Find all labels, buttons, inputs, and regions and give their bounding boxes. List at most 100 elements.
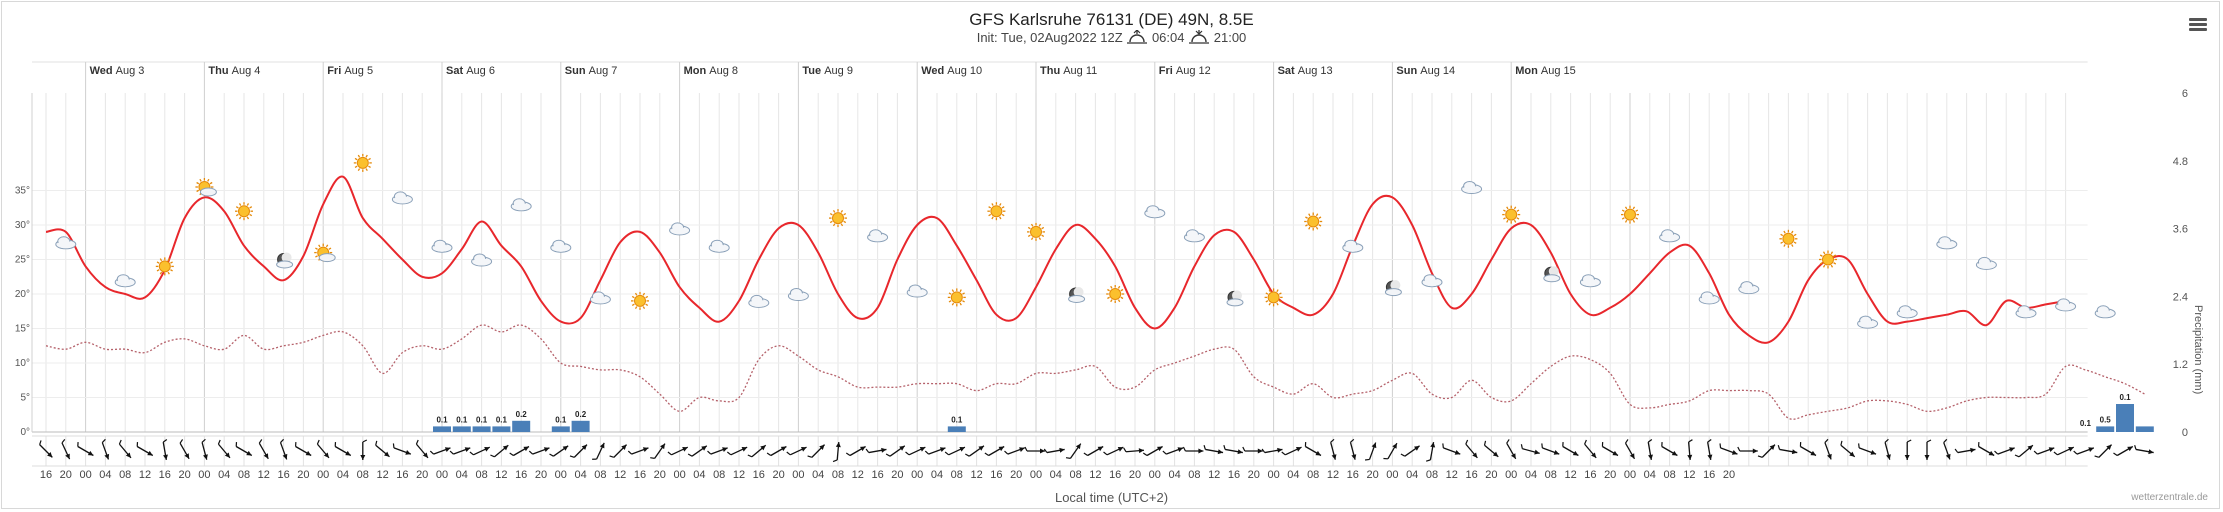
wind-arrow-icon <box>375 440 390 458</box>
day-label: Fri Aug 12 <box>1159 65 1211 77</box>
wind-head <box>1277 447 1283 453</box>
wind-arrow-icon <box>1687 439 1693 461</box>
x-tick-label: 00 <box>792 469 804 481</box>
sun-ray <box>1516 217 1520 220</box>
wind-head <box>2009 447 2015 452</box>
chart-menu-button[interactable] <box>2189 18 2207 32</box>
sun-ray <box>1041 226 1045 230</box>
wind-feather <box>375 440 378 446</box>
sun-ray <box>1830 264 1834 268</box>
day-date: Aug 11 <box>1063 65 1097 77</box>
day-label: Wed Aug 10 <box>921 65 982 77</box>
cloud-shape <box>433 244 451 252</box>
day-name: Thu <box>1040 65 1063 77</box>
sun-ray <box>832 223 836 227</box>
cloud-shape <box>56 241 75 249</box>
cloud-shape <box>1858 320 1877 328</box>
wind-head <box>1534 449 1540 455</box>
wind-arrow-icon <box>1884 438 1891 460</box>
cloud-icon <box>391 191 413 205</box>
sun-ray <box>328 247 332 250</box>
day-date: Aug 15 <box>1541 65 1576 77</box>
wind-head <box>978 445 984 451</box>
x-tick-label: 20 <box>654 469 666 481</box>
wind-feather <box>1624 439 1629 444</box>
moon-shade <box>1548 266 1559 277</box>
x-tick-label: 00 <box>911 469 923 481</box>
sun-icon <box>1621 205 1639 224</box>
sun-ray <box>1318 216 1322 219</box>
wind-head <box>523 446 529 452</box>
day-label: Sat Aug 6 <box>446 65 495 77</box>
wind-arrow-icon <box>1624 439 1636 460</box>
wind-feather <box>1661 441 1663 447</box>
sun-ray <box>167 258 170 262</box>
x-tick-label: 16 <box>1228 469 1240 481</box>
wind-head <box>184 453 190 459</box>
sun-ray <box>1107 288 1110 292</box>
cloud-icon <box>1738 281 1760 295</box>
wind-arrow-icon <box>1954 447 1976 454</box>
cloud-icon <box>1698 291 1720 305</box>
wind-feather <box>1223 444 1226 450</box>
day-date: Aug 14 <box>1420 65 1455 77</box>
cloud-icon <box>906 284 928 298</box>
precip-bar <box>2135 426 2154 432</box>
sun-ray <box>1833 254 1837 257</box>
wind-arrow-icon <box>136 441 154 457</box>
x-tick-label: 16 <box>1347 469 1359 481</box>
wind-head <box>484 447 490 452</box>
sun-ray <box>843 213 847 216</box>
wind-head <box>246 450 252 456</box>
wind-head <box>502 445 509 451</box>
sun-ray <box>354 165 358 168</box>
wind-feather <box>1541 443 1543 448</box>
precip-bar <box>551 426 570 432</box>
cloud-icon <box>2055 298 2077 312</box>
wind-feather <box>650 457 655 459</box>
wind-head <box>282 453 288 460</box>
wind-feather <box>1203 444 1206 450</box>
wind-head <box>323 452 329 458</box>
sun-ray <box>246 216 250 220</box>
wind-head <box>87 450 94 456</box>
cloud-icon <box>1144 205 1166 219</box>
sun-ray <box>1783 230 1786 234</box>
sun-icon <box>353 153 372 172</box>
wind-arrow-icon <box>1465 439 1478 459</box>
wind-head <box>1040 448 1045 454</box>
sun-ray <box>1793 233 1797 237</box>
day-name: Mon <box>1515 65 1541 77</box>
sun-disc <box>356 156 369 169</box>
wind-head <box>1059 447 1065 453</box>
sun-ray <box>1117 299 1121 303</box>
sun-ray <box>1308 213 1311 217</box>
day-label: Fri Aug 5 <box>327 65 373 77</box>
sun-ray <box>1635 209 1639 212</box>
cloud-shape <box>1145 210 1164 218</box>
precip-label: 0.1 <box>456 415 468 424</box>
wind-arrow-icon <box>1242 446 1263 454</box>
sun-ray <box>1120 288 1124 292</box>
wind-head <box>1257 448 1263 454</box>
wind-head <box>660 443 665 450</box>
wind-arrow-icon <box>162 438 168 460</box>
sun-disc <box>832 212 844 225</box>
wind-head <box>2148 449 2154 455</box>
x-tick-label: 04 <box>693 469 705 481</box>
cloud-icon <box>2015 305 2037 319</box>
day-label: Wed Aug 3 <box>90 65 145 77</box>
wind-feather <box>1799 441 1802 447</box>
wind-arrow-icon <box>1541 443 1560 455</box>
y-tick-label: 25° <box>15 255 30 266</box>
wind-feather <box>258 439 263 444</box>
x-tick-label: 08 <box>1545 469 1557 481</box>
wind-arrow-icon <box>650 443 666 459</box>
precip-bar <box>512 420 531 432</box>
wind-head <box>881 447 887 453</box>
wind-head <box>147 450 153 456</box>
wind-head <box>939 447 946 452</box>
wind-feather <box>1142 452 1148 457</box>
wind-arrow-icon <box>1261 447 1283 454</box>
sun-ray <box>1822 264 1826 268</box>
